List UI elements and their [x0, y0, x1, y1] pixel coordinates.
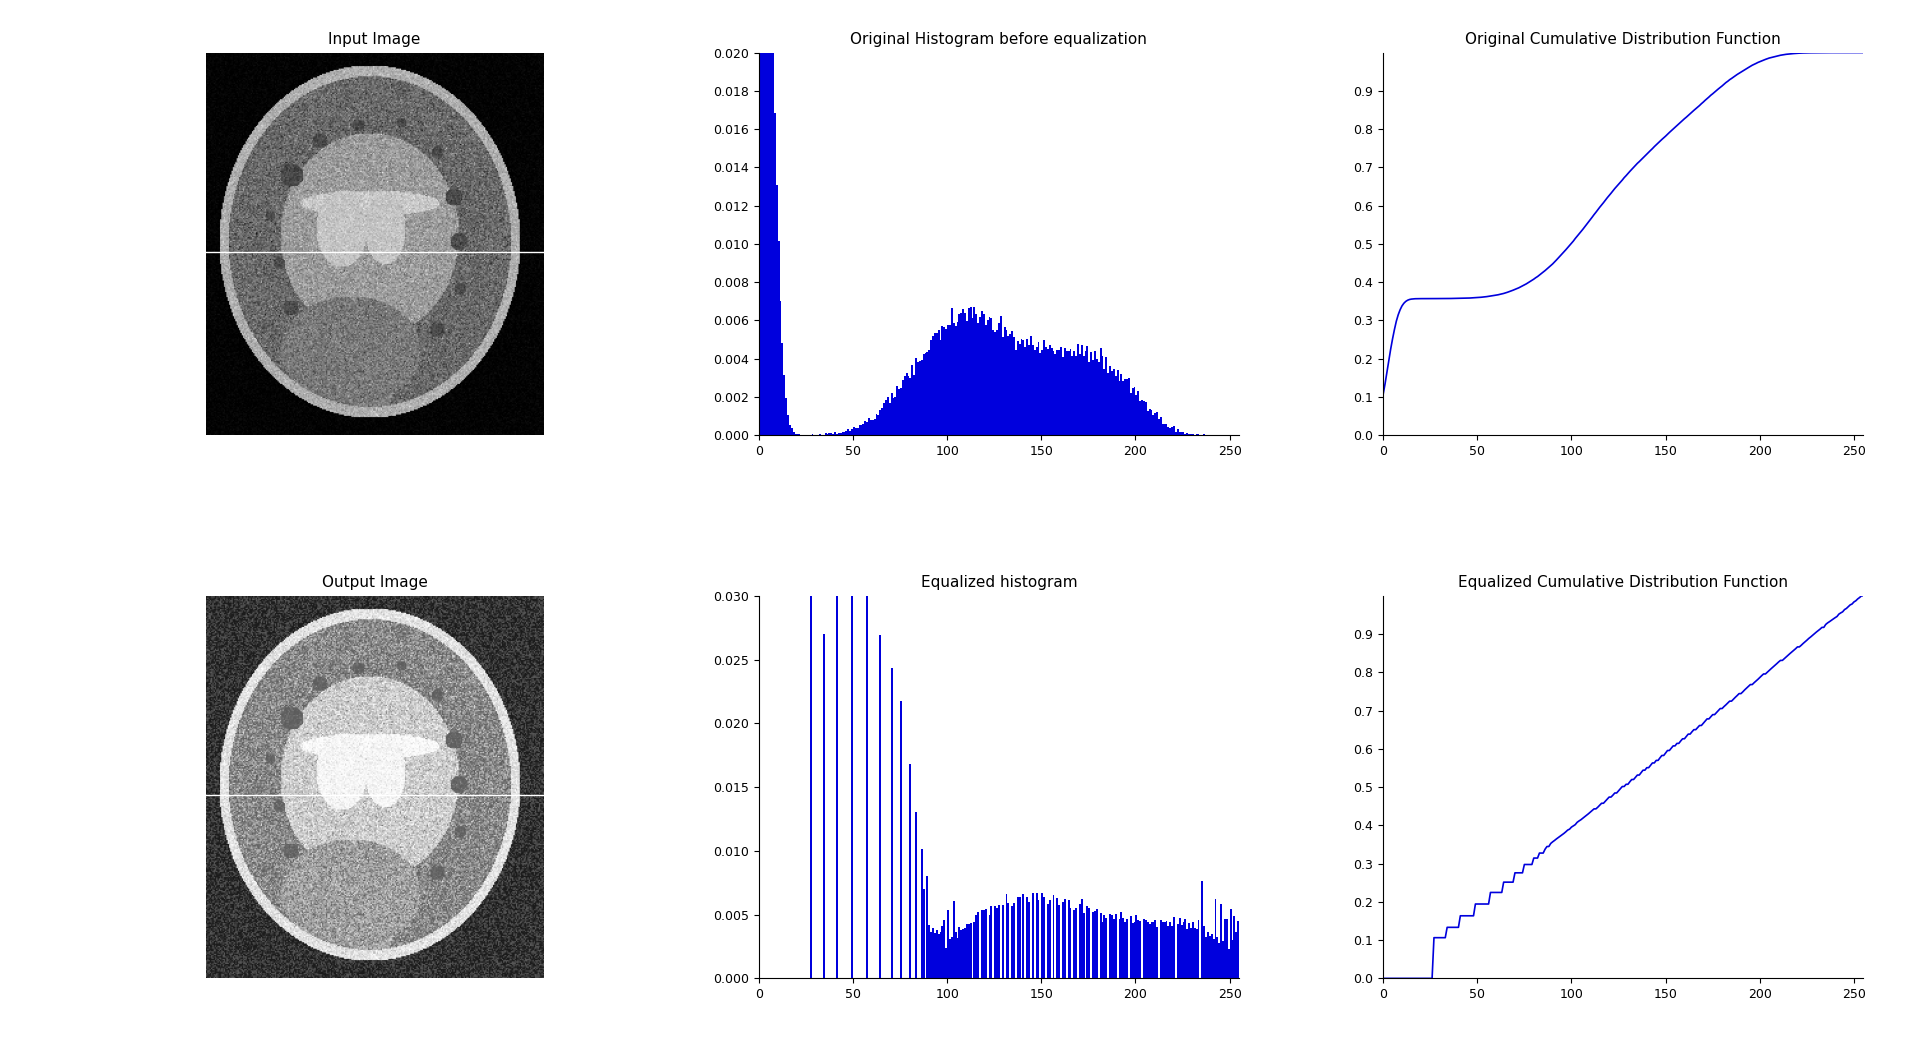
- Title: Original Cumulative Distribution Function: Original Cumulative Distribution Functio…: [1466, 33, 1781, 47]
- Title: Original Histogram before equalization: Original Histogram before equalization: [851, 33, 1147, 47]
- Title: Output Image: Output Image: [321, 575, 428, 590]
- Title: Input Image: Input Image: [328, 33, 421, 47]
- Title: Equalized histogram: Equalized histogram: [920, 575, 1078, 590]
- Title: Equalized Cumulative Distribution Function: Equalized Cumulative Distribution Functi…: [1458, 575, 1788, 590]
